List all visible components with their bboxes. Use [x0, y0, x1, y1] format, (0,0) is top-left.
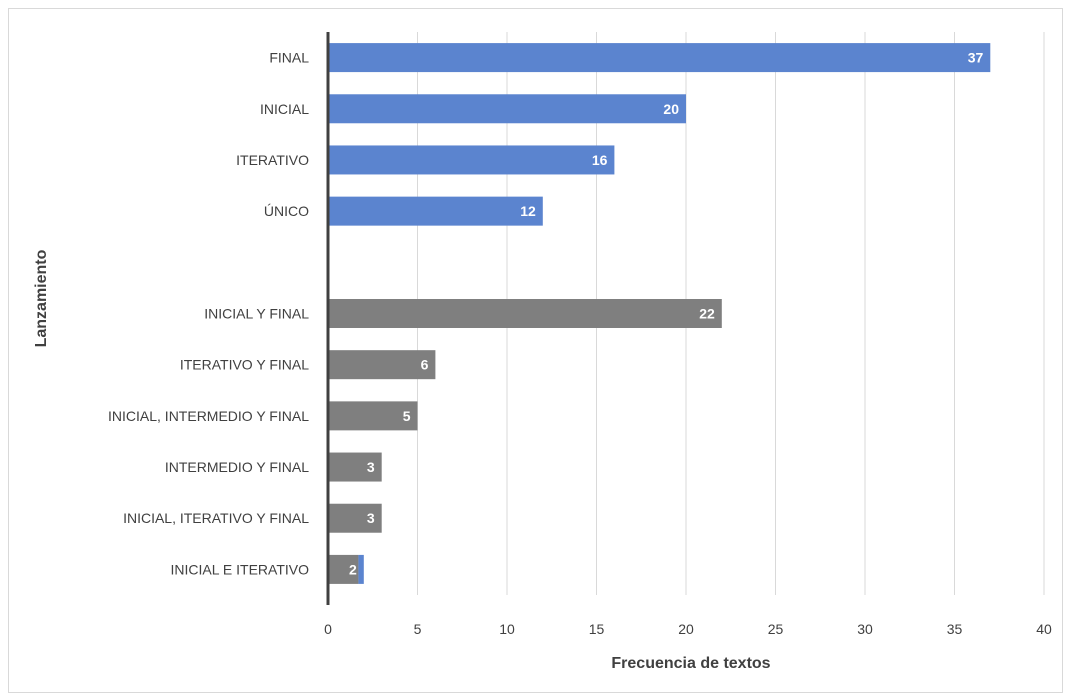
bar-group: 3 — [328, 452, 382, 482]
bar — [328, 452, 382, 482]
category-label: INICIAL Y FINAL — [204, 306, 309, 322]
data-label: 20 — [663, 101, 679, 117]
bar-group: 3 — [328, 503, 382, 533]
bar-group: 37 — [328, 43, 991, 73]
y-axis-title: Lanzamiento — [33, 249, 50, 347]
x-tick-label: 20 — [678, 621, 694, 637]
bar-group: 16 — [328, 145, 615, 175]
x-axis-title: Frecuencia de textos — [611, 655, 770, 672]
category-label: INICIAL, ITERATIVO Y FINAL — [123, 510, 309, 526]
category-label: INTERMEDIO Y FINAL — [165, 459, 309, 475]
data-label: 5 — [403, 408, 411, 424]
bar-group: 2 — [328, 554, 364, 584]
bar-group: 6 — [328, 350, 436, 380]
data-label: 16 — [592, 152, 608, 168]
bar — [328, 350, 436, 380]
category-label: FINAL — [269, 50, 309, 66]
data-label: 3 — [367, 510, 375, 526]
x-tick-label: 5 — [414, 621, 422, 637]
bar-group: 5 — [328, 401, 418, 431]
bars: 37 20 16 12 22 6 5 3 3 2 — [328, 43, 991, 584]
chart-frame — [8, 8, 1063, 693]
x-tick-labels: 0 5 10 15 20 25 30 35 40 — [324, 621, 1052, 637]
category-label: INICIAL E ITERATIVO — [171, 561, 310, 577]
gridlines — [417, 32, 1045, 595]
bar — [328, 43, 991, 73]
category-label: ITERATIVO — [236, 152, 309, 168]
data-label: 22 — [699, 306, 715, 322]
data-label: 3 — [367, 459, 375, 475]
bar — [328, 299, 722, 328]
bar — [328, 554, 359, 584]
x-tick-label: 15 — [589, 621, 605, 637]
x-tick-label: 0 — [324, 621, 332, 637]
bar-group: 12 — [328, 196, 543, 226]
category-labels: FINAL INICIAL ITERATIVO ÚNICO INICIAL Y FINA… — [108, 50, 309, 578]
data-label: 37 — [968, 50, 984, 66]
x-tick-label: 10 — [499, 621, 515, 637]
bar — [328, 145, 615, 175]
bar-group: 20 — [328, 94, 686, 124]
x-tick-label: 25 — [768, 621, 784, 637]
bar-group: 22 — [328, 299, 722, 328]
data-label: 2 — [349, 561, 357, 577]
bar — [328, 401, 418, 431]
category-label: ÚNICO — [264, 203, 309, 219]
category-label: INICIAL — [260, 101, 309, 117]
data-label: 12 — [520, 203, 536, 219]
category-label: ITERATIVO Y FINAL — [180, 357, 309, 373]
x-tick-label: 35 — [947, 621, 963, 637]
category-label: INICIAL, INTERMEDIO Y FINAL — [108, 408, 309, 424]
bar — [328, 196, 543, 226]
bar — [328, 94, 686, 124]
data-label: 6 — [421, 357, 429, 373]
bar-segment — [358, 554, 364, 584]
bar — [328, 503, 382, 533]
x-tick-label: 30 — [857, 621, 873, 637]
x-tick-label: 40 — [1036, 621, 1052, 637]
